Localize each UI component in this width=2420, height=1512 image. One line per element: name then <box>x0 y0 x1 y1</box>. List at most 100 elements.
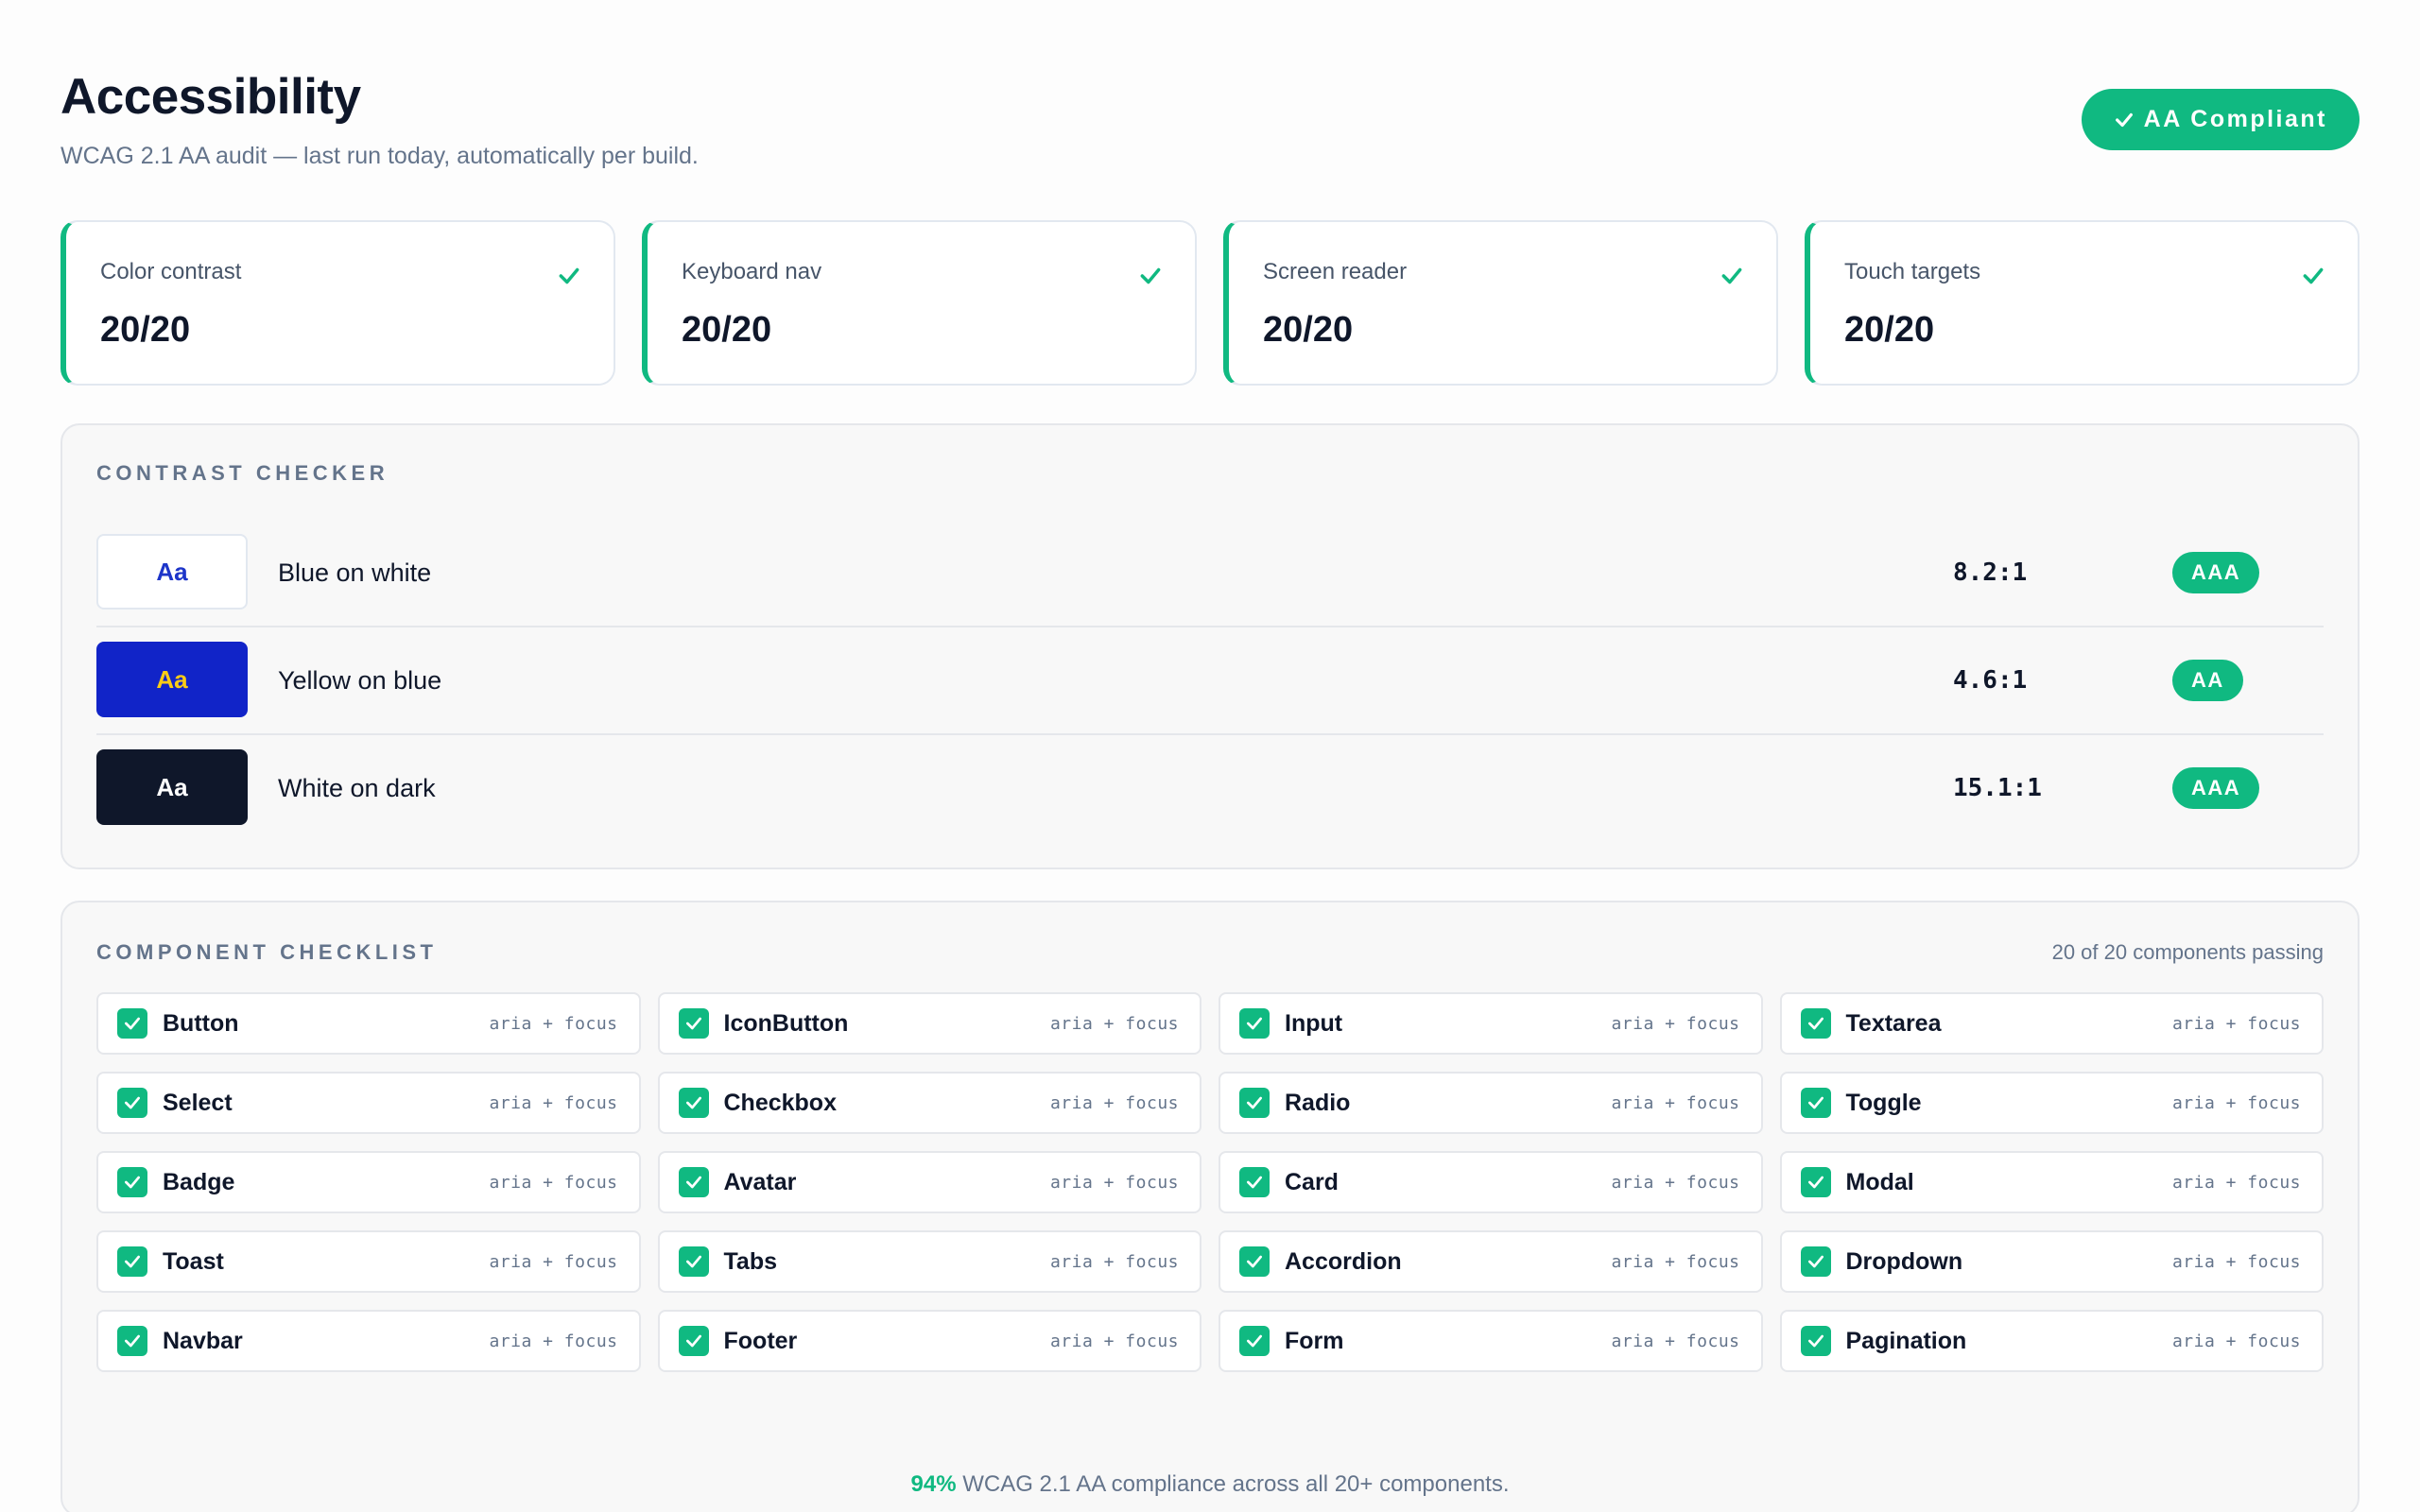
check-icon <box>1247 1334 1262 1348</box>
checklist-item-badge: Badge aria + focus <box>96 1151 641 1213</box>
check-icon <box>685 1255 701 1268</box>
check-icon <box>1807 1334 1824 1348</box>
component-tag: aria + focus <box>2171 1013 2301 1034</box>
compliance-summary: 94% WCAG 2.1 AA compliance across all 20… <box>62 1471 2358 1498</box>
check-icon <box>1247 1176 1262 1189</box>
contrast-name: White on dark <box>278 774 436 802</box>
check-icon <box>559 267 579 284</box>
checklist-item-radio: Radio aria + focus <box>1219 1072 1763 1134</box>
contrast-row: Aa Blue on white 8.2:1 AAA <box>96 520 2324 627</box>
component-tag: aria + focus <box>1049 1013 1179 1034</box>
check-icon <box>2303 267 2324 284</box>
section-label: COMPONENT CHECKLIST <box>96 940 438 964</box>
checkbox-checked-icon[interactable] <box>117 1246 147 1277</box>
check-icon <box>685 1096 701 1109</box>
stat-value: 20/20 <box>100 310 191 350</box>
contrast-ratio: 15.1:1 <box>1953 774 2042 802</box>
aa-compliant-badge: AA Compliant <box>2081 89 2360 150</box>
component-name: Form <box>1285 1327 1344 1354</box>
check-icon <box>125 1017 140 1030</box>
component-tag: aria + focus <box>489 1331 618 1351</box>
checklist-item-checkbox: Checkbox aria + focus <box>657 1072 1201 1134</box>
checkbox-checked-icon[interactable] <box>117 1088 147 1118</box>
component-tag: aria + focus <box>2171 1092 2301 1113</box>
component-name: Button <box>163 1009 239 1037</box>
stat-card-touch-targets: Touch targets 20/20 <box>1805 220 2360 386</box>
checkbox-checked-icon[interactable] <box>117 1326 147 1356</box>
check-icon <box>1247 1096 1262 1109</box>
checkbox-checked-icon[interactable] <box>1239 1008 1270 1039</box>
checkbox-checked-icon[interactable] <box>1239 1246 1270 1277</box>
component-name: Footer <box>723 1327 798 1354</box>
checkbox-checked-icon[interactable] <box>1800 1326 1831 1356</box>
check-icon <box>125 1096 140 1109</box>
wcag-level-badge: AAA <box>2172 767 2260 809</box>
check-icon <box>1721 267 1742 284</box>
checkbox-checked-icon[interactable] <box>1800 1246 1831 1277</box>
checkbox-checked-icon[interactable] <box>117 1167 147 1197</box>
check-icon <box>125 1255 140 1268</box>
check-icon <box>1807 1096 1824 1109</box>
component-tag: aria + focus <box>1049 1251 1179 1272</box>
checklist-item-button: Button aria + focus <box>96 992 641 1055</box>
stat-card-keyboard-nav: Keyboard nav 20/20 <box>642 220 1197 386</box>
component-tag: aria + focus <box>1049 1092 1179 1113</box>
checkbox-checked-icon[interactable] <box>678 1246 709 1277</box>
accessibility-page: Accessibility WCAG 2.1 AA audit — last r… <box>60 66 2360 1512</box>
compliance-text: WCAG 2.1 AA compliance across all 20+ co… <box>956 1471 1510 1497</box>
contrast-row: Aa Yellow on blue 4.6:1 AA <box>96 627 2324 735</box>
checklist-item-input: Input aria + focus <box>1219 992 1763 1055</box>
contrast-ratio: 8.2:1 <box>1953 558 2028 587</box>
checklist-item-select: Select aria + focus <box>96 1072 641 1134</box>
component-name: Radio <box>1285 1089 1351 1116</box>
contrast-rows: Aa Blue on white 8.2:1 AAA Aa Yellow on … <box>96 520 2324 843</box>
component-tag: aria + focus <box>489 1172 618 1193</box>
checkbox-checked-icon[interactable] <box>1800 1167 1831 1197</box>
page-subtitle: WCAG 2.1 AA audit — last run today, auto… <box>60 143 699 169</box>
stat-label: Color contrast <box>100 259 242 284</box>
component-tag: aria + focus <box>2171 1251 2301 1272</box>
checkbox-checked-icon[interactable] <box>1239 1088 1270 1118</box>
checklist-item-tabs: Tabs aria + focus <box>657 1230 1201 1293</box>
checklist-item-card: Card aria + focus <box>1219 1151 1763 1213</box>
component-name: Textarea <box>1845 1009 1942 1037</box>
check-icon <box>1247 1017 1262 1030</box>
checkbox-checked-icon[interactable] <box>117 1008 147 1039</box>
checklist-item-textarea: Textarea aria + focus <box>1779 992 2324 1055</box>
component-tag: aria + focus <box>489 1092 618 1113</box>
contrast-name: Blue on white <box>278 558 432 587</box>
contrast-row: Aa White on dark 15.1:1 AAA <box>96 735 2324 843</box>
checkbox-checked-icon[interactable] <box>678 1088 709 1118</box>
check-icon <box>125 1176 140 1189</box>
section-label: CONTRAST CHECKER <box>96 461 389 485</box>
component-name: Navbar <box>163 1327 243 1354</box>
component-name: Card <box>1285 1168 1339 1195</box>
stat-value: 20/20 <box>1263 310 1354 350</box>
component-name: Pagination <box>1845 1327 1967 1354</box>
checklist-item-dropdown: Dropdown aria + focus <box>1779 1230 2324 1293</box>
check-icon <box>685 1176 701 1189</box>
checklist-item-accordion: Accordion aria + focus <box>1219 1230 1763 1293</box>
stat-value: 20/20 <box>1844 310 1935 350</box>
color-swatch: Aa <box>96 534 248 610</box>
component-tag: aria + focus <box>1611 1172 1740 1193</box>
page-title: Accessibility <box>60 69 361 125</box>
checklist-item-navbar: Navbar aria + focus <box>96 1310 641 1372</box>
component-name: Modal <box>1845 1168 1914 1195</box>
compliance-percent: 94% <box>910 1471 957 1497</box>
checkbox-checked-icon[interactable] <box>1239 1167 1270 1197</box>
checkbox-checked-icon[interactable] <box>1239 1326 1270 1356</box>
component-name: Accordion <box>1285 1247 1402 1275</box>
checkbox-checked-icon[interactable] <box>678 1326 709 1356</box>
component-name: Checkbox <box>723 1089 837 1116</box>
component-tag: aria + focus <box>1611 1331 1740 1351</box>
contrast-checker-panel: CONTRAST CHECKER Aa Blue on white 8.2:1 … <box>60 423 2360 869</box>
checkbox-checked-icon[interactable] <box>1800 1088 1831 1118</box>
component-checklist-panel: COMPONENT CHECKLIST 20 of 20 components … <box>60 901 2360 1512</box>
stat-label: Touch targets <box>1844 259 1981 284</box>
checklist-item-modal: Modal aria + focus <box>1779 1151 2324 1213</box>
checkbox-checked-icon[interactable] <box>678 1008 709 1039</box>
checkbox-checked-icon[interactable] <box>678 1167 709 1197</box>
checkbox-checked-icon[interactable] <box>1800 1008 1831 1039</box>
checklist-item-toast: Toast aria + focus <box>96 1230 641 1293</box>
